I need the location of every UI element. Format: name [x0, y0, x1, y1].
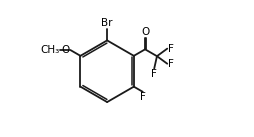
Text: F: F	[168, 44, 173, 54]
Text: F: F	[168, 59, 173, 69]
Text: O: O	[61, 45, 70, 55]
Text: F: F	[151, 69, 157, 79]
Text: F: F	[140, 92, 146, 102]
Text: Br: Br	[101, 18, 113, 28]
Text: O: O	[142, 27, 150, 37]
Text: CH₃: CH₃	[40, 45, 60, 55]
